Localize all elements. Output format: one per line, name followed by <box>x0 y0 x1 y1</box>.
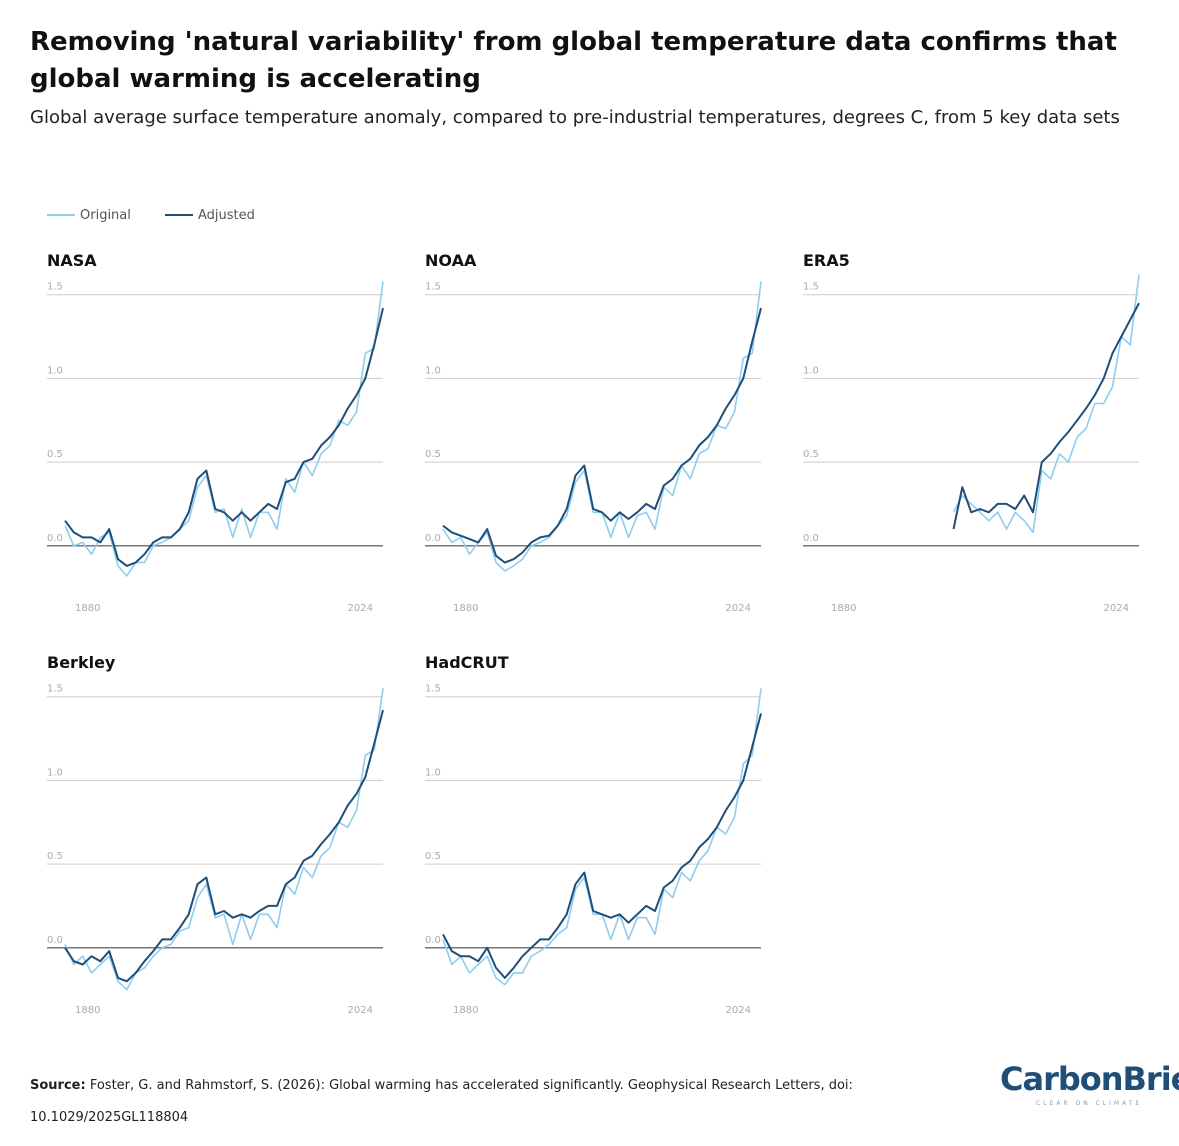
y-tick-label: 0.5 <box>803 449 819 460</box>
y-tick-label: 0.0 <box>47 533 63 544</box>
x-tick-label: 2024 <box>348 1005 373 1016</box>
series-line <box>442 307 762 564</box>
y-tick-label: 1.0 <box>425 767 441 778</box>
series-line <box>64 688 384 991</box>
x-tick-label: 1880 <box>75 1005 100 1016</box>
y-tick-label: 1.0 <box>425 365 441 376</box>
x-tick-label: 1880 <box>453 603 478 614</box>
y-tick-label: 1.5 <box>47 282 63 293</box>
x-tick-label: 1880 <box>453 1005 478 1016</box>
panel-title: NASA <box>47 251 97 270</box>
y-tick-label: 0.5 <box>425 449 441 460</box>
series-line <box>442 688 762 986</box>
y-tick-label: 1.0 <box>47 365 63 376</box>
x-tick-label: 2024 <box>1104 603 1129 614</box>
series-line <box>442 713 762 979</box>
legend-label: Adjusted <box>198 208 255 223</box>
y-tick-label: 0.0 <box>47 935 63 946</box>
x-tick-label: 2024 <box>726 1005 751 1016</box>
series-line <box>442 281 762 572</box>
logo: CarbonBrief <box>1000 1060 1179 1098</box>
y-tick-label: 0.5 <box>47 851 63 862</box>
series-line <box>64 281 384 577</box>
y-tick-label: 1.5 <box>803 282 819 293</box>
panel-title: ERA5 <box>803 251 850 270</box>
panel-title: Berkley <box>47 653 116 672</box>
y-tick-label: 1.0 <box>47 767 63 778</box>
y-tick-label: 0.5 <box>47 449 63 460</box>
series-line <box>64 709 384 983</box>
panel-title: NOAA <box>425 251 477 270</box>
source-text: Foster, G. and Rahmstorf, S. (2026): Glo… <box>30 1078 853 1125</box>
y-tick-label: 1.5 <box>425 282 441 293</box>
series-line <box>64 307 384 567</box>
y-tick-label: 0.0 <box>425 533 441 544</box>
source: Source: Foster, G. and Rahmstorf, S. (20… <box>30 1070 950 1134</box>
y-tick-label: 0.0 <box>803 533 819 544</box>
x-tick-label: 2024 <box>348 603 373 614</box>
y-tick-label: 1.0 <box>803 365 819 376</box>
source-label: Source: <box>30 1078 86 1093</box>
y-tick-label: 0.0 <box>425 935 441 946</box>
chart: Original Adjusted NASA 0.0 0.5 1.0 1.5 1880 2024… <box>47 208 1140 1016</box>
subtitle: Global average surface temperature anoma… <box>30 107 1120 128</box>
series-line <box>952 274 1140 534</box>
series-line <box>952 302 1140 530</box>
x-tick-label: 2024 <box>726 603 751 614</box>
y-tick-label: 1.5 <box>47 684 63 695</box>
y-tick-label: 1.5 <box>425 684 441 695</box>
title: Removing 'natural variability' from glob… <box>30 27 1117 94</box>
legend-label: Original <box>80 208 131 223</box>
x-tick-label: 1880 <box>75 603 100 614</box>
x-tick-label: 1880 <box>831 603 856 614</box>
panel-title: HadCRUT <box>425 653 509 672</box>
logo-tagline: CLEAR ON CLIMATE <box>1036 1100 1143 1107</box>
y-tick-label: 0.5 <box>425 851 441 862</box>
